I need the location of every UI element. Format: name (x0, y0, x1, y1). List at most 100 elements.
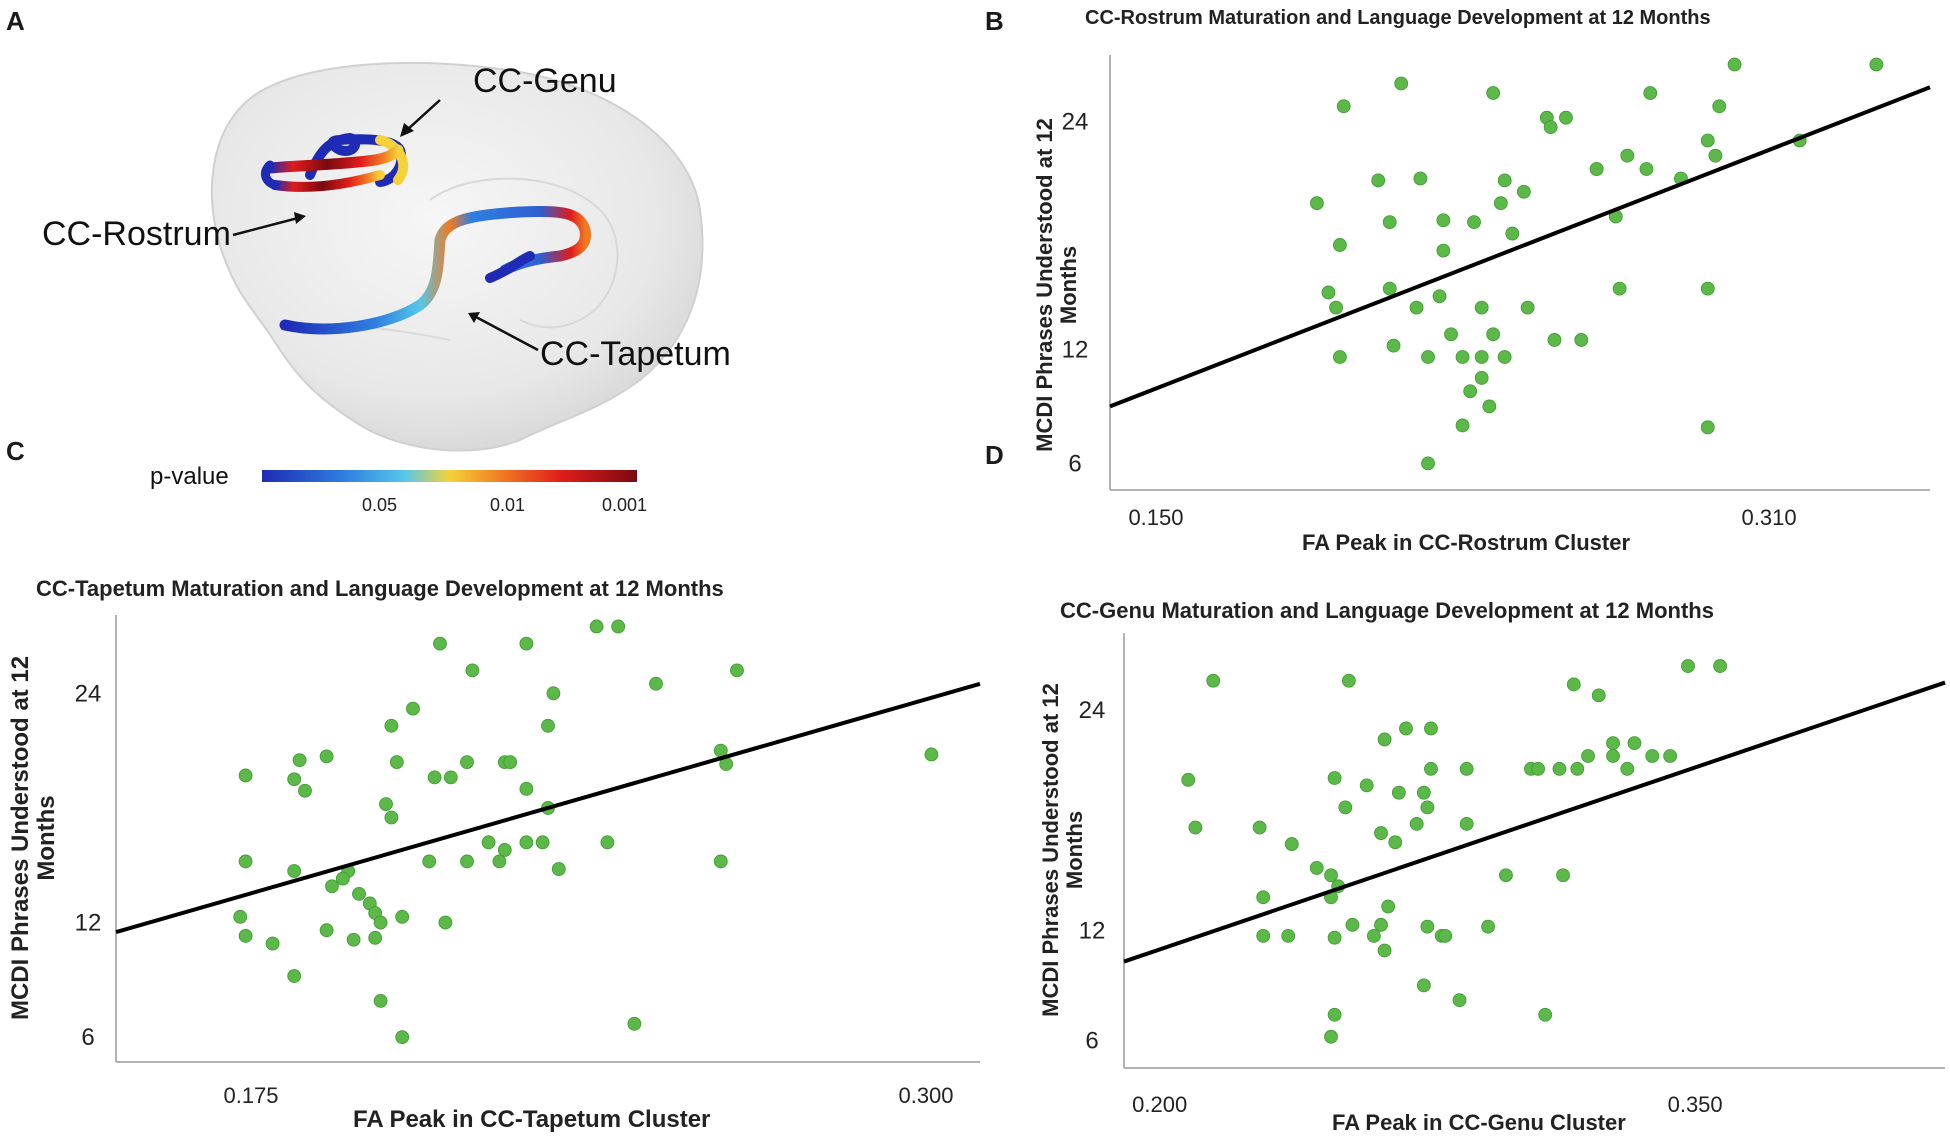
data-point (1574, 333, 1589, 347)
regression-line (1109, 85, 1931, 409)
data-point (1606, 736, 1620, 751)
data-point (1459, 761, 1474, 776)
data-point (1424, 761, 1438, 776)
data-point (1481, 919, 1495, 934)
data-point (1869, 57, 1884, 72)
data-point (1409, 816, 1424, 831)
data-point (1581, 749, 1595, 763)
data-point (713, 854, 728, 869)
genu-arrow (406, 99, 441, 131)
data-point (1333, 350, 1347, 364)
data-point (535, 835, 550, 850)
data-point (1281, 928, 1296, 943)
data-point (1520, 300, 1535, 315)
data-point (1639, 162, 1654, 176)
y-tick-label: 12 (1062, 336, 1089, 363)
x-tick-label: 0.150 (1128, 505, 1183, 530)
data-point (389, 755, 404, 769)
data-point (1409, 300, 1424, 315)
x-tick-label: 0.175 (223, 1083, 278, 1108)
data-point (1327, 771, 1342, 785)
y-axis-label: MCDI Phrases Understood at 12Months (1038, 683, 1087, 1017)
data-point (1499, 868, 1513, 883)
data-point (373, 915, 388, 930)
data-point (481, 835, 496, 850)
data-point (406, 701, 420, 716)
x-tick-label: 0.350 (1668, 1092, 1723, 1117)
data-point (1309, 861, 1324, 875)
data-point (1474, 300, 1489, 315)
data-point (1386, 338, 1401, 353)
data-point (238, 854, 253, 869)
pvalue-colorbar (262, 470, 637, 482)
data-point (600, 835, 615, 850)
data-point (1606, 749, 1620, 763)
data-point (1420, 919, 1435, 934)
data-point (298, 783, 312, 798)
data-point (1516, 184, 1531, 199)
regression-line (115, 681, 981, 935)
data-point (319, 749, 334, 764)
data-point (1556, 868, 1570, 883)
x-tick-label: 0.310 (1742, 505, 1797, 530)
data-point (287, 969, 302, 983)
data-point (287, 864, 302, 878)
x-axis-label: FA Peak in CC-Rostrum Cluster (1302, 530, 1630, 555)
data-point (1359, 778, 1374, 793)
y-tick-label: 6 (1068, 450, 1081, 477)
data-point (1336, 99, 1351, 114)
data-point (1486, 86, 1501, 100)
data-point (1391, 785, 1406, 800)
data-point (1420, 800, 1435, 815)
data-point (1455, 418, 1470, 433)
brain-illustration (210, 61, 704, 482)
data-point (1474, 371, 1489, 385)
data-point (1424, 721, 1438, 736)
data-point (1700, 420, 1715, 435)
data-point (1321, 285, 1336, 300)
x-axis-label: FA Peak in CC-Genu Cluster (1332, 1110, 1626, 1135)
data-point (384, 810, 399, 825)
data-point (1486, 327, 1501, 342)
data-point (1612, 281, 1627, 296)
data-point (1463, 384, 1478, 399)
rostrum-tract (264, 144, 404, 174)
data-point (1627, 736, 1642, 751)
data-point (1552, 761, 1567, 776)
data-point (1382, 281, 1397, 296)
data-point (1413, 171, 1428, 186)
colorbar-tick: 0.001 (602, 495, 648, 515)
data-point (1374, 826, 1388, 840)
data-point (519, 636, 534, 651)
data-point (1333, 238, 1347, 252)
data-point (346, 932, 361, 947)
colorbar-tick: 0.01 (490, 495, 526, 515)
data-point (492, 854, 507, 869)
data-point (546, 686, 561, 701)
data-point (238, 929, 253, 943)
data-point (1188, 820, 1203, 835)
data-point (1329, 300, 1343, 315)
data-point (1712, 99, 1727, 114)
data-point (1366, 928, 1381, 943)
data-point (503, 755, 518, 769)
panel-label-c: C (6, 436, 25, 466)
data-point (1645, 749, 1660, 763)
data-point (1713, 659, 1728, 673)
genu-label: CC-Genu (473, 62, 617, 100)
data-point (589, 619, 604, 634)
data-point (352, 886, 366, 901)
data-point (1421, 350, 1435, 364)
panel-label-a: A (6, 6, 25, 36)
data-point (1416, 785, 1431, 800)
data-point (438, 915, 453, 930)
data-point (1324, 868, 1338, 883)
data-point (649, 676, 663, 691)
data-point (1591, 688, 1606, 703)
data-point (1570, 761, 1585, 776)
data-point (1643, 86, 1658, 100)
data-point (1345, 917, 1360, 932)
data-point (368, 930, 383, 945)
